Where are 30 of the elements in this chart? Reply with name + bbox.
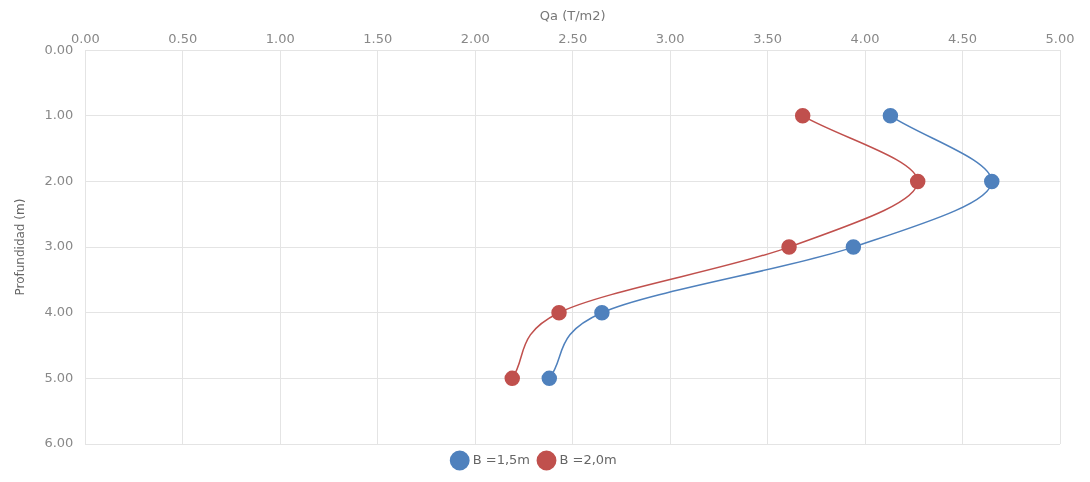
x-tick-label: 3.50 xyxy=(753,30,783,46)
x-tick-label: 1.50 xyxy=(363,30,393,46)
y-tick-label: 4.00 xyxy=(44,304,74,320)
x-tick-label: 2.50 xyxy=(558,30,588,46)
point xyxy=(882,108,899,124)
point xyxy=(845,239,862,255)
x-axis-title: Qa (T/m2) xyxy=(539,8,606,24)
point xyxy=(541,370,558,387)
y-axis-title: Profundidad (m) xyxy=(13,198,28,296)
y-tick-label: 1.00 xyxy=(44,107,74,123)
y-tick-label: 3.00 xyxy=(44,238,74,254)
x-tick-label: 4.00 xyxy=(850,30,880,46)
point xyxy=(781,239,797,255)
y-tick-label: 2.00 xyxy=(44,172,74,188)
y-tick-label: 5.00 xyxy=(44,369,74,385)
point xyxy=(984,173,1000,190)
point xyxy=(551,304,567,321)
x-tick-label: 1.00 xyxy=(265,30,295,46)
x-tick-label: 2.00 xyxy=(460,30,490,46)
x-tick-label: 3.00 xyxy=(655,30,685,46)
point xyxy=(504,370,520,387)
x-tick-label: 5.00 xyxy=(1045,30,1075,46)
point xyxy=(594,304,610,321)
point xyxy=(794,108,811,124)
legend-label: B =2,0m xyxy=(559,451,617,467)
x-tick-label: 4.50 xyxy=(948,30,978,46)
point xyxy=(909,173,926,190)
x-tick-label: 0.50 xyxy=(168,30,198,46)
legend-label: B =1,5m xyxy=(472,451,530,467)
y-tick-label: 6.00 xyxy=(44,435,74,451)
